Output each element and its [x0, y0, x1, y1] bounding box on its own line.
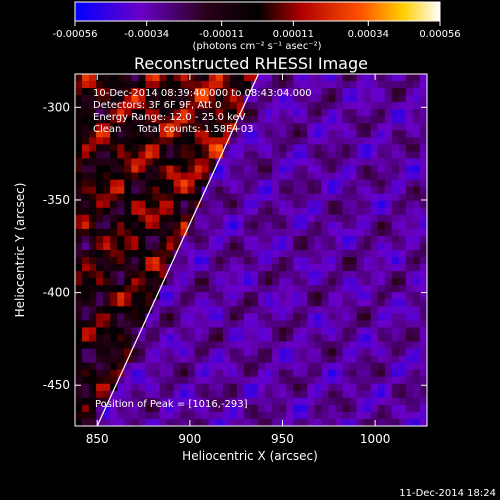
- annotation-counts: Clean Total counts: 1.58E+03: [93, 124, 253, 135]
- plot-frame: [74, 73, 428, 427]
- y-tick-label: -300: [43, 100, 70, 114]
- solar-limb-line: [96, 74, 259, 426]
- colorbar-tick-label: -0.00056: [53, 29, 98, 40]
- annotation-time: 10-Dec-2014 08:39:40.000 to 08:43:04.000: [93, 88, 312, 99]
- chart-title: Reconstructed RHESSI Image: [134, 54, 368, 73]
- colorbar-ticks: -0.00056 -0.00034 -0.00011 0.00011 0.00034 0.…: [53, 21, 461, 40]
- colorbar-tick-label: 0.00056: [419, 29, 460, 40]
- x-tick-label: 950: [271, 432, 294, 446]
- y-axis-label: Heliocentric Y (arcsec): [13, 183, 27, 318]
- x-axis-label: Heliocentric X (arcsec): [182, 449, 318, 463]
- y-tick-label: -400: [43, 286, 70, 300]
- colorbar-unit-label: (photons cm⁻² s⁻¹ asec⁻²): [192, 41, 321, 52]
- colorbar: [74, 1, 441, 22]
- x-tick-label: 1000: [360, 432, 391, 446]
- colorbar-tick-label: 0.00034: [348, 29, 389, 40]
- x-tick-label: 900: [178, 432, 201, 446]
- y-tick-label: -350: [43, 193, 70, 207]
- colorbar-tick-label: -0.00034: [124, 29, 169, 40]
- heatmap-cells: [75, 74, 427, 426]
- colorbar-tick-label: 0.00011: [273, 29, 314, 40]
- peak-position-label: Position of Peak = [1016,-293]: [95, 399, 248, 410]
- y-axis-ticks: -300 -350 -400 -450: [43, 100, 427, 392]
- annotation-energy: Energy Range: 12.0 - 25.0 keV: [93, 112, 246, 123]
- x-axis-ticks: 850 900 950 1000: [86, 74, 391, 446]
- annotation-detectors: Detectors: 3F 6F 9F, Att 0: [93, 100, 221, 111]
- x-tick-label: 850: [86, 432, 109, 446]
- colorbar-tick-label: -0.00011: [199, 29, 244, 40]
- y-tick-label: -450: [43, 378, 70, 392]
- footer-timestamp: 11-Dec-2014 18:24: [399, 488, 496, 499]
